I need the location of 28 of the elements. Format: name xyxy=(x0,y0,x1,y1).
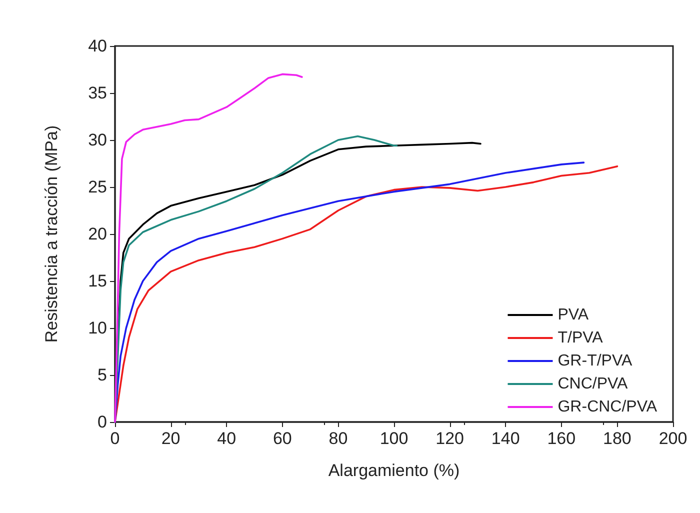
x-tick-label: 180 xyxy=(603,429,632,448)
y-tick-label: 35 xyxy=(88,84,107,102)
y-tick-label: 40 xyxy=(88,36,107,56)
x-tick-label: 60 xyxy=(272,429,292,448)
x-tick-label: 20 xyxy=(161,429,180,448)
x-tick-label: 100 xyxy=(380,429,408,448)
line-series xyxy=(114,73,303,423)
x-tick-label: 160 xyxy=(547,429,576,448)
y-tick-label: 30 xyxy=(88,130,107,150)
y-tick-label: 0 xyxy=(98,412,107,432)
y-tick-label: 10 xyxy=(88,318,107,338)
x-tick-label: 0 xyxy=(110,429,120,448)
y-tick-label: 5 xyxy=(98,366,107,384)
y-tick-label: 15 xyxy=(88,272,107,290)
x-tick-label: 200 xyxy=(658,429,688,448)
legend-label: T/PVA xyxy=(558,330,604,346)
y-axis-title: Resistencia a tracción (MPa) xyxy=(42,125,61,343)
x-tick-label: 140 xyxy=(491,429,520,448)
legend-label: CNC/PVA xyxy=(558,376,628,392)
x-tick-label: 40 xyxy=(217,429,236,448)
y-tick-label: 20 xyxy=(88,224,107,244)
legend-label: GR-T/PVA xyxy=(558,352,632,370)
x-axis-title: Alargamiento (%) xyxy=(328,461,460,480)
x-tick-label: 120 xyxy=(436,429,464,448)
legend-label: PVA xyxy=(558,306,589,324)
legend-label: GR-CNC/PVA xyxy=(558,398,658,416)
x-tick-label: 80 xyxy=(328,429,348,448)
y-tick-label: 25 xyxy=(88,178,107,196)
